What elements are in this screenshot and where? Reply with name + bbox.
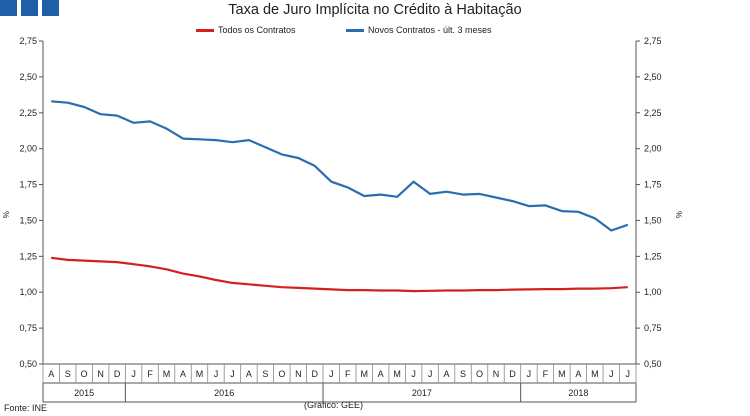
x-tick-label: J [329, 369, 334, 379]
y-tick-label-right: 0,75 [644, 323, 662, 333]
series-line-todos-contratos [51, 256, 628, 293]
x-tick-label: M [196, 369, 204, 379]
x-tick-label: A [48, 369, 54, 379]
x-tick-label: N [97, 369, 104, 379]
x-tick-label: J [626, 369, 631, 379]
legend-item-todos: Todos os Contratos [196, 25, 296, 35]
x-tick-label: M [393, 369, 401, 379]
y-tick-label-left: 2,00 [19, 144, 37, 154]
y-tick-label-right: 2,00 [644, 144, 662, 154]
y-tick-label-left: 1,75 [19, 180, 37, 190]
x-tick-label: A [180, 369, 186, 379]
x-tick-label: J [527, 369, 532, 379]
x-tick-label: F [345, 369, 351, 379]
y-tick-label-left: 2,25 [19, 108, 37, 118]
x-tick-label: J [230, 369, 235, 379]
x-tick-label: F [147, 369, 153, 379]
legend-swatch-novos [346, 28, 364, 32]
x-tick-label: M [558, 369, 566, 379]
chart-title: Taxa de Juro Implícita no Crédito à Habi… [228, 2, 522, 18]
x-tick-label: J [131, 369, 136, 379]
y-tick-label-left: 0,75 [19, 323, 37, 333]
y-tick-label-right: 1,25 [644, 251, 662, 261]
legend-label-novos: Novos Contratos - últ. 3 meses [368, 25, 492, 35]
y-tick-label-right: 1,00 [644, 287, 662, 297]
x-tick-label: S [262, 369, 268, 379]
x-tick-label: A [246, 369, 252, 379]
x-tick-label: J [411, 369, 416, 379]
x-tick-label: S [460, 369, 466, 379]
y-tick-label-left: 1,25 [19, 251, 37, 261]
y-tick-label-left: 2,75 [19, 36, 37, 46]
x-tick-label: N [295, 369, 302, 379]
series-line-novos-contratos [51, 100, 629, 232]
y-tick-label-right: 2,75 [644, 36, 662, 46]
y-axis-title-left: % [2, 211, 11, 218]
chart-credit: (Gráfico: GEE) [304, 400, 364, 410]
x-tick-label: J [609, 369, 614, 379]
x-tick-label: A [378, 369, 384, 379]
y-tick-label-right: 2,50 [644, 72, 662, 82]
logo-block-3 [42, 0, 59, 16]
x-tick-label: A [444, 369, 450, 379]
x-tick-label: D [312, 369, 319, 379]
x-year-label: 2016 [214, 388, 234, 398]
y-tick-label-left: 1,00 [19, 287, 37, 297]
legend-swatch-todos [196, 28, 214, 32]
x-tick-label: D [114, 369, 121, 379]
y-axis-title-right: % [674, 211, 683, 218]
y-tick-label-right: 1,50 [644, 215, 662, 225]
y-tick-label-left: 2,50 [19, 72, 37, 82]
x-year-label: 2017 [412, 388, 432, 398]
x-tick-label: M [163, 369, 171, 379]
x-tick-label: J [428, 369, 433, 379]
x-tick-label: S [65, 369, 71, 379]
x-tick-label: F [543, 369, 549, 379]
x-tick-label: N [493, 369, 500, 379]
x-tick-label: A [575, 369, 581, 379]
y-tick-label-right: 0,50 [644, 359, 662, 369]
source-note: Fonte: INE [4, 403, 48, 413]
x-tick-label: O [81, 369, 88, 379]
x-tick-label: M [591, 369, 599, 379]
x-tick-label: D [509, 369, 516, 379]
x-tick-label: O [278, 369, 285, 379]
logo-block-2 [21, 0, 38, 16]
x-tick-label: O [476, 369, 483, 379]
y-tick-label-left: 1,50 [19, 215, 37, 225]
x-tick-label: J [214, 369, 219, 379]
x-tick-label: M [360, 369, 368, 379]
logo-block-1 [0, 0, 17, 16]
y-tick-label-left: 0,50 [19, 359, 37, 369]
legend-label-todos: Todos os Contratos [218, 25, 296, 35]
y-tick-label-right: 2,25 [644, 108, 662, 118]
x-year-label: 2015 [74, 388, 94, 398]
x-year-label: 2018 [568, 388, 588, 398]
legend-item-novos: Novos Contratos - últ. 3 meses [346, 25, 492, 35]
y-tick-label-right: 1,75 [644, 180, 662, 190]
